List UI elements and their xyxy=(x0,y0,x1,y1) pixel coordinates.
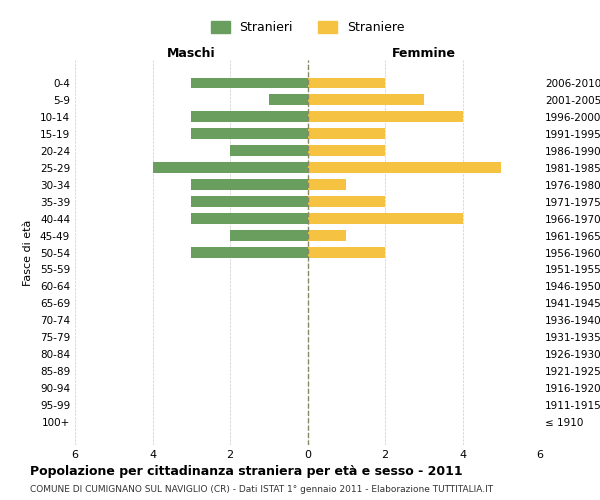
Bar xyxy=(230,146,308,156)
Bar xyxy=(308,230,346,240)
Bar xyxy=(308,214,463,224)
Bar xyxy=(308,162,501,172)
Bar xyxy=(191,214,308,224)
Bar xyxy=(308,112,463,122)
Text: Maschi: Maschi xyxy=(167,47,215,60)
Bar xyxy=(308,128,385,138)
Bar xyxy=(308,146,385,156)
Y-axis label: Fasce di età: Fasce di età xyxy=(23,220,33,286)
Bar xyxy=(191,196,308,206)
Bar xyxy=(308,196,385,206)
Bar xyxy=(152,162,308,172)
Bar xyxy=(269,94,308,104)
Bar xyxy=(308,248,385,258)
Text: Femmine: Femmine xyxy=(392,47,456,60)
Text: COMUNE DI CUMIGNANO SUL NAVIGLIO (CR) - Dati ISTAT 1° gennaio 2011 - Elaborazion: COMUNE DI CUMIGNANO SUL NAVIGLIO (CR) - … xyxy=(30,485,493,494)
Bar xyxy=(191,180,308,190)
Bar xyxy=(191,78,308,88)
Bar xyxy=(191,128,308,138)
Bar xyxy=(230,230,308,240)
Bar xyxy=(308,94,424,104)
Text: Popolazione per cittadinanza straniera per età e sesso - 2011: Popolazione per cittadinanza straniera p… xyxy=(30,465,463,478)
Bar xyxy=(308,78,385,88)
Bar xyxy=(308,180,346,190)
Legend: Stranieri, Straniere: Stranieri, Straniere xyxy=(206,16,409,39)
Bar xyxy=(191,248,308,258)
Bar xyxy=(191,112,308,122)
